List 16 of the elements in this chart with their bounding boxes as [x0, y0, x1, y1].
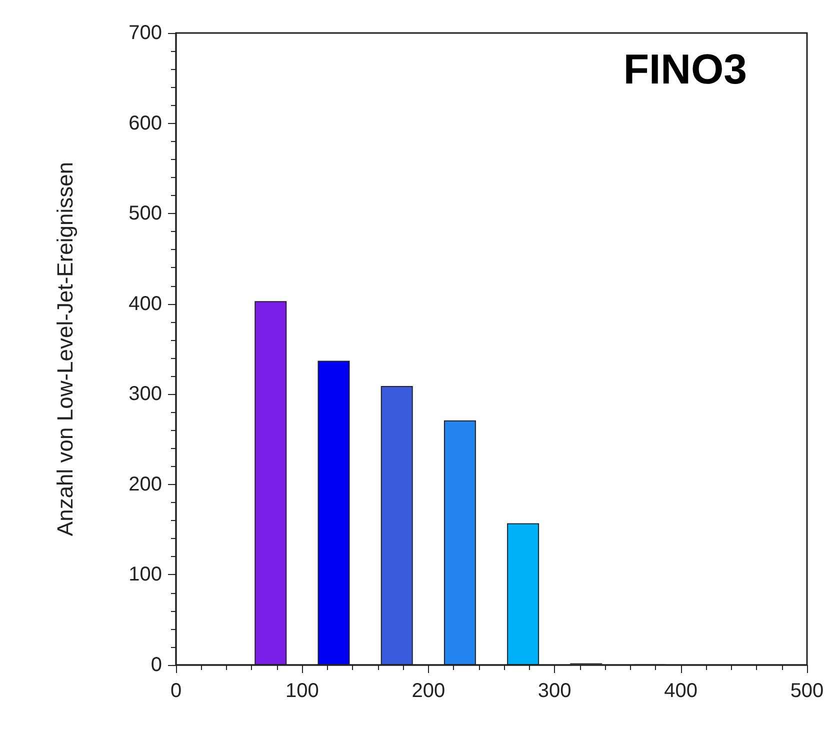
x-tick-label: 100 — [286, 680, 319, 702]
x-tick-label: 500 — [790, 680, 824, 702]
y-tick-label: 500 — [128, 202, 162, 225]
y-tick-label: 400 — [128, 292, 162, 315]
y-tick-label: 0 — [150, 654, 162, 676]
y-tick-label: 600 — [128, 112, 162, 134]
y-axis-title: Anzahl von Low-Level-Jet-Ereignissen — [52, 162, 78, 536]
y-tick-label: 200 — [128, 473, 162, 496]
y-tick-label: 700 — [128, 22, 162, 44]
y-tick-label: 300 — [128, 383, 162, 406]
x-tick-label: 200 — [412, 680, 446, 702]
x-tick-label: 400 — [664, 680, 698, 702]
x-tick-label: 0 — [170, 680, 182, 702]
y-tick-label: 100 — [128, 564, 162, 586]
annotation: FINO3 — [623, 46, 748, 92]
x-tick-label: 300 — [538, 680, 572, 702]
